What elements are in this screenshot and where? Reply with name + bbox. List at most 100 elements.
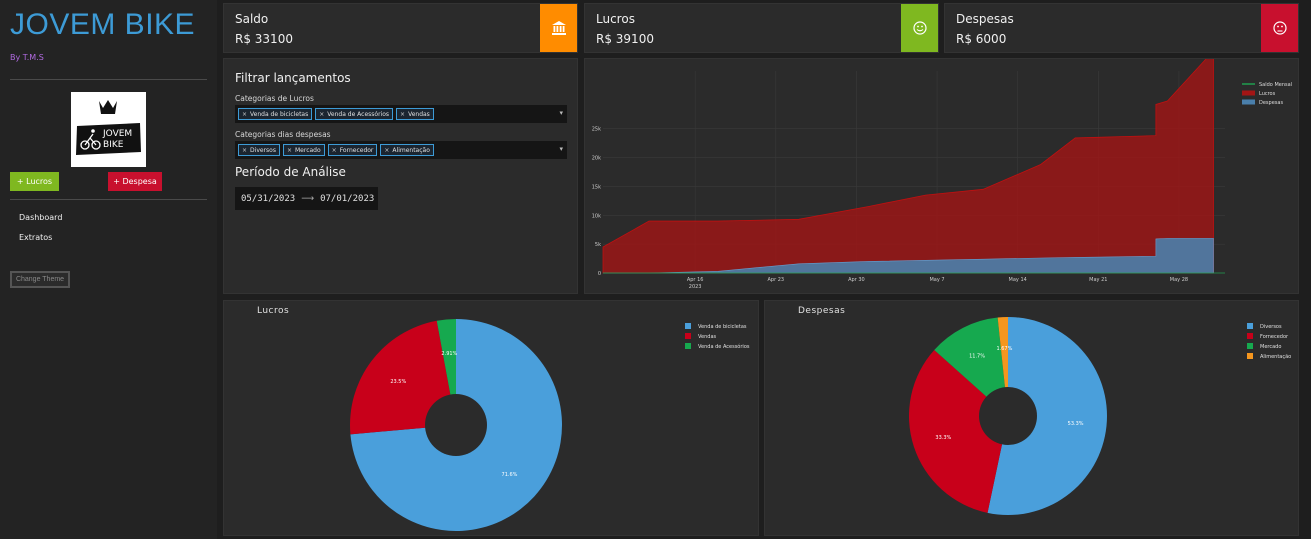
remove-icon: × [319, 110, 325, 118]
despesas-pie-panel: Despesas 53.3% 33.3% 11.7% 1.67% Diversos For… [764, 300, 1299, 536]
pie-slice [934, 317, 1008, 416]
slice-label: 53.3% [1068, 421, 1084, 427]
card-label: Despesas [956, 12, 1014, 26]
slice-label: 33.3% [935, 435, 951, 441]
logo-text-2: BIKE [103, 140, 124, 150]
nav-dashboard[interactable]: Dashboard [19, 213, 63, 222]
add-lucros-button[interactable]: + Lucros [10, 172, 59, 191]
lucros-pie-panel: Lucros 71.6% 23.5% 2.91% Venda de bicicleta… [223, 300, 759, 536]
legend-swatch [1247, 323, 1253, 329]
smile-icon [901, 4, 938, 52]
y-tick-label: 5k [595, 242, 601, 248]
lucros-category-label: Categorias de Lucros [235, 94, 314, 103]
legend-swatch [1247, 353, 1253, 359]
pie-slice [350, 320, 456, 435]
divider [10, 199, 207, 200]
chip[interactable]: × Venda de Acessórios [315, 108, 394, 120]
legend-label: Vendas [698, 334, 717, 340]
chip[interactable]: × Venda de bicicletas [238, 108, 313, 120]
slice-label: 23.5% [390, 379, 406, 385]
chevron-down-icon[interactable]: ▾ [559, 109, 563, 117]
x-tick-label: May 7 [929, 277, 944, 283]
legend-swatch [1242, 99, 1255, 105]
despesas-area [603, 238, 1214, 274]
x-tick-label: Apr 23 [767, 277, 784, 283]
card-value: R$ 33100 [235, 32, 293, 46]
legend-label: Lucros [1259, 91, 1276, 97]
lucros-area [602, 49, 1214, 274]
legend-swatch [1242, 90, 1255, 96]
lucros-pie-chart[interactable]: 71.6% 23.5% 2.91% Venda de bicicletas Vendas… [224, 301, 760, 537]
bank-icon [540, 4, 577, 52]
y-tick-label: 25k [592, 127, 601, 133]
nav-extratos[interactable]: Extratos [19, 233, 53, 242]
y-tick-label: 20k [592, 156, 601, 162]
card-value: R$ 6000 [956, 32, 1007, 46]
remove-icon: × [242, 146, 248, 154]
x-tick-label: May 21 [1089, 277, 1107, 283]
despesas-category-label: Categorias dias despesas [235, 130, 331, 139]
arrow-right-icon: ⟶ [301, 193, 315, 204]
filter-title: Filtrar lançamentos [235, 71, 351, 85]
legend-label: Diversos [1260, 324, 1282, 330]
card-saldo: Saldo R$ 33100 [223, 3, 578, 53]
remove-icon: × [242, 110, 248, 118]
pie-hole [425, 394, 487, 456]
slice-label: 2.91% [441, 351, 457, 357]
legend-label: Venda de bicicletas [698, 324, 747, 330]
end-date[interactable]: 07/01/2023 [320, 193, 375, 204]
x-tick-label: Apr 16 [687, 277, 704, 283]
date-range-picker[interactable]: 05/31/2023 ⟶ 07/01/2023 [235, 187, 378, 210]
pie-slice [987, 317, 1107, 515]
pie-title: Lucros [257, 306, 290, 316]
legend-label: Mercado [1260, 344, 1281, 350]
chip[interactable]: × Alimentação [380, 144, 434, 156]
sidebar: JOVEM BIKE By T.M.S JOVEM BIKE + Lucros … [0, 0, 217, 539]
chip[interactable]: × Mercado [282, 144, 325, 156]
slice-label: 1.67% [996, 346, 1012, 352]
change-theme-button[interactable]: Change Theme [10, 271, 70, 288]
remove-icon: × [331, 146, 337, 154]
despesas-category-dropdown[interactable]: × Diversos × Mercado × Fornecedor × Alimenta… [235, 141, 567, 159]
chip[interactable]: × Diversos [238, 144, 280, 156]
chevron-down-icon[interactable]: ▾ [559, 145, 563, 153]
start-date[interactable]: 05/31/2023 [241, 193, 296, 204]
legend-label: Alimentação [1260, 354, 1291, 360]
legend-swatch [685, 343, 691, 349]
card-despesas: Despesas R$ 6000 [944, 3, 1299, 53]
remove-icon: × [400, 110, 406, 118]
chip[interactable]: × Fornecedor [327, 144, 378, 156]
legend-label: Saldo Mensal [1259, 82, 1292, 88]
period-title: Período de Análise [235, 165, 346, 179]
chip[interactable]: × Vendas [396, 108, 434, 120]
legend-label: Despesas [1259, 100, 1283, 106]
logo: JOVEM BIKE [71, 92, 146, 167]
card-value: R$ 39100 [596, 32, 654, 46]
slice-label: 71.6% [502, 472, 518, 478]
lucros-category-dropdown[interactable]: × Venda de bicicletas × Venda de Acessório… [235, 105, 567, 123]
y-tick-label: 10k [592, 213, 601, 219]
remove-icon: × [286, 146, 292, 154]
y-tick-label: 0 [598, 271, 601, 277]
brand-byline: By T.M.S [10, 53, 44, 62]
logo-text-1: JOVEM [102, 129, 132, 139]
remove-icon: × [384, 146, 390, 154]
x-tick-label: 2023 [689, 284, 702, 290]
x-tick-label: Apr 30 [848, 277, 865, 283]
sad-icon [1261, 4, 1298, 52]
add-despesa-button[interactable]: + Despesa [108, 172, 162, 191]
card-label: Lucros [596, 12, 635, 26]
x-tick-label: May 14 [1009, 277, 1027, 283]
legend-swatch [1247, 333, 1253, 339]
filter-panel: Filtrar lançamentos Categorias de Lucros… [223, 58, 578, 294]
despesas-pie-chart[interactable]: 53.3% 33.3% 11.7% 1.67% Diversos Fornecedor Me… [765, 301, 1300, 537]
area-chart-panel: 0 5k 10k 15k 20k 25k Apr 16 2023 Apr 23 Apr 30 May… [584, 49, 1300, 295]
brand-title: JOVEM BIKE [10, 8, 196, 41]
legend-swatch [685, 323, 691, 329]
card-lucros: Lucros R$ 39100 [584, 3, 939, 53]
y-tick-label: 15k [592, 184, 601, 190]
legend-swatch [685, 333, 691, 339]
legend-swatch [1247, 343, 1253, 349]
pie-title: Despesas [798, 306, 846, 316]
